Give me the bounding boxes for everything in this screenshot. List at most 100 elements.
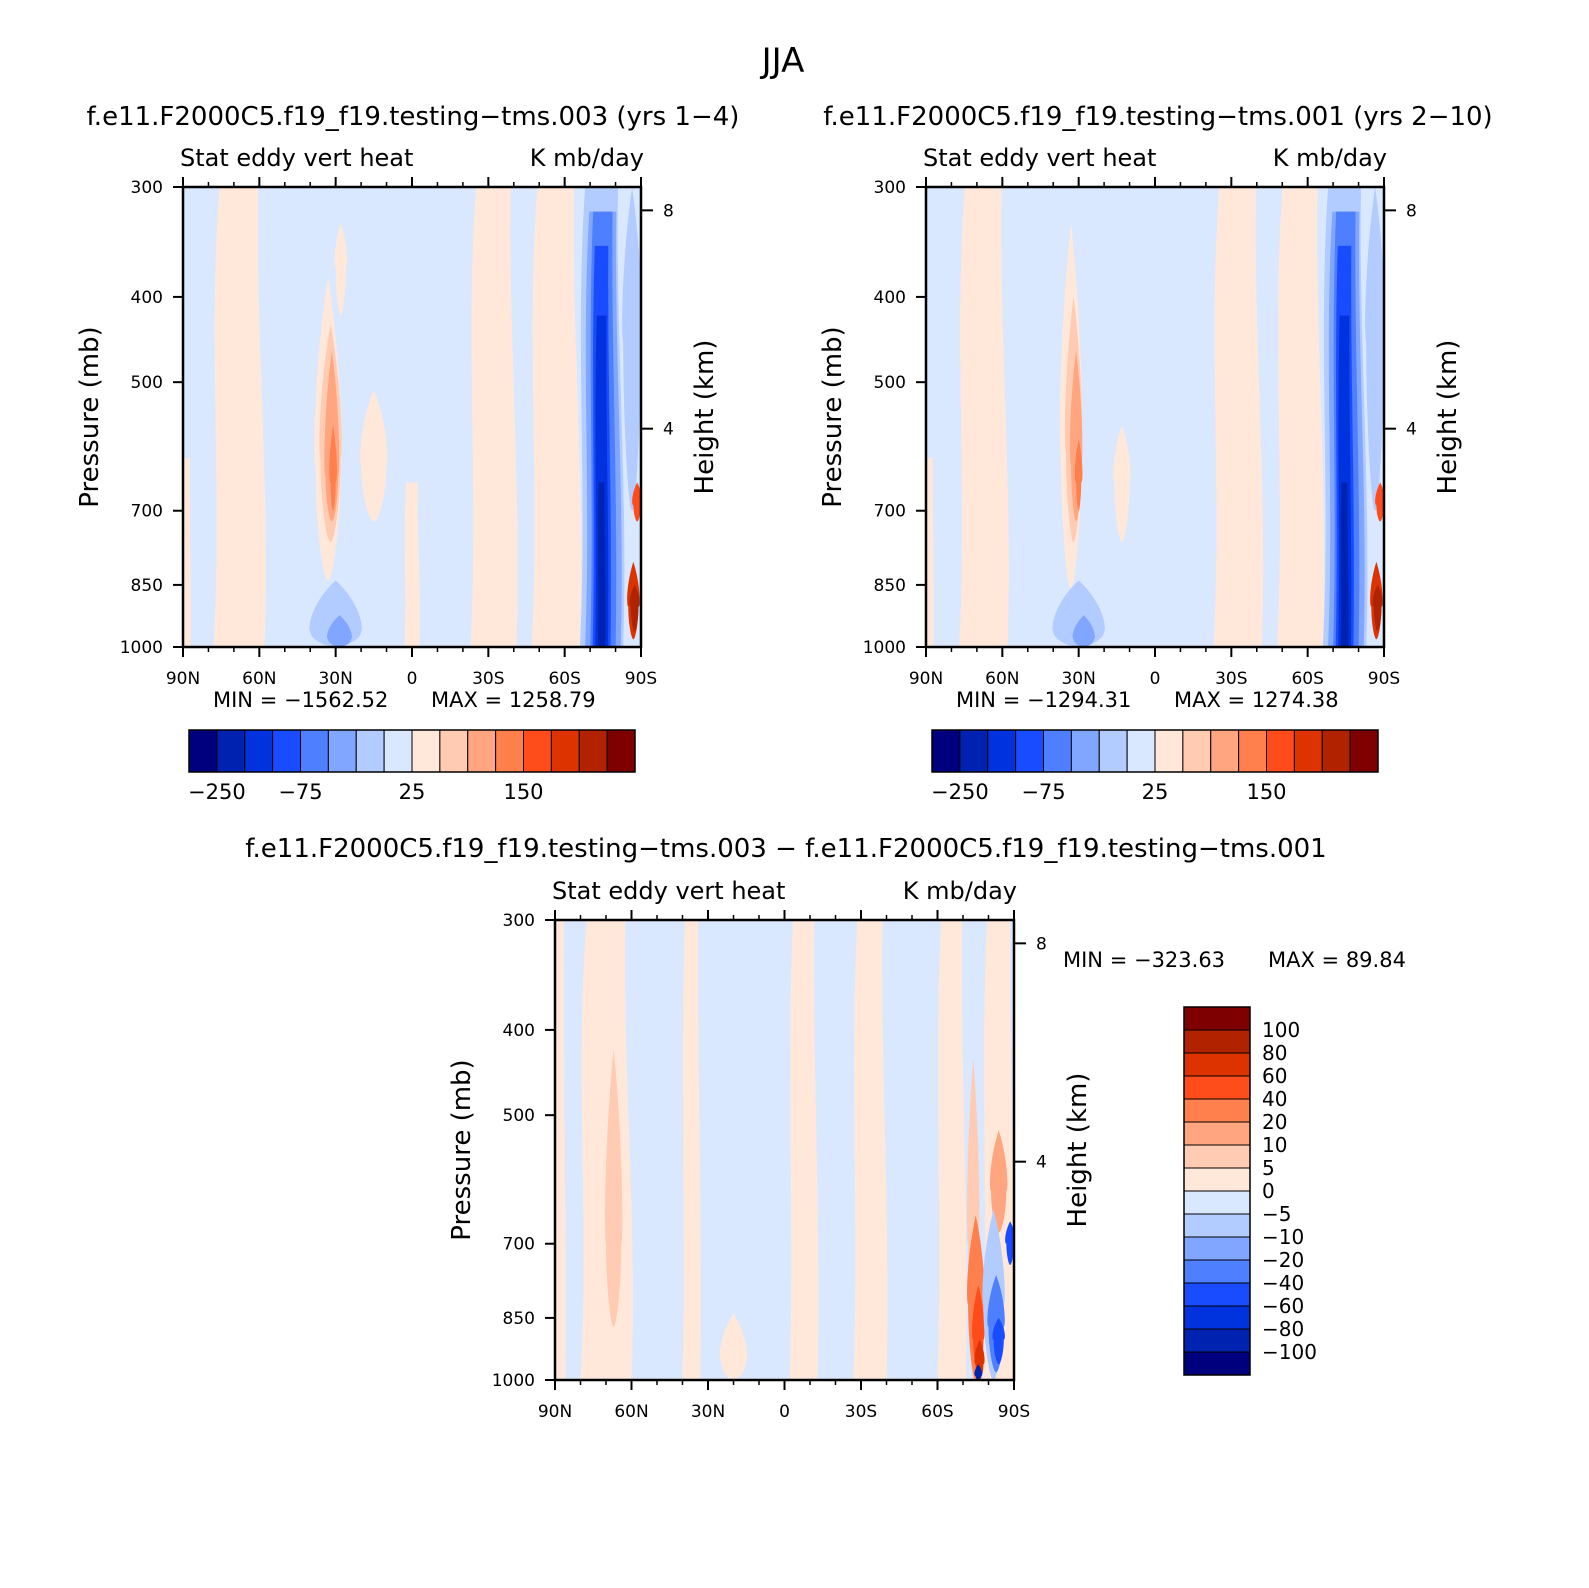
y-tick-label: 850	[874, 576, 906, 596]
colorbar-box	[1183, 1305, 1251, 1330]
contour-band	[853, 920, 888, 1380]
panel-title: f.e11.F2000C5.f19_f19.testing−tms.003 (y…	[87, 102, 740, 132]
x-tick-label: 30N	[691, 1402, 725, 1422]
colorbar-box	[467, 729, 497, 773]
y2-axis-label: Height (km)	[1063, 1073, 1093, 1228]
colorbar-box	[1183, 1351, 1251, 1376]
colorbar-box	[1098, 729, 1128, 773]
x-tick-label: 30S	[472, 669, 504, 689]
contour-blob	[989, 1130, 1008, 1233]
colorbar-label: −100	[1262, 1340, 1317, 1364]
colorbar-box	[300, 729, 329, 773]
y2-tick-label: 8	[1406, 201, 1417, 221]
x-tick-label: 60N	[985, 669, 1019, 689]
x-tick-label: 60N	[242, 669, 276, 689]
colorbar-label: −40	[1262, 1271, 1304, 1295]
colorbar-box	[383, 729, 413, 773]
colorbar-box	[1154, 729, 1184, 773]
colorbar-label: 5	[1262, 1156, 1275, 1180]
contour-blob	[329, 425, 337, 511]
colorbar-box	[578, 729, 608, 773]
colorbar-box	[188, 729, 218, 773]
colorbar-box	[1183, 1052, 1251, 1077]
x-tick-label: 30N	[1061, 669, 1095, 689]
contour-blob	[629, 584, 640, 632]
colorbar-label: −60	[1262, 1294, 1304, 1318]
colorbar-box	[1183, 1006, 1251, 1031]
contour-blob	[1074, 438, 1083, 511]
contour-blob	[719, 1313, 748, 1380]
contour-fields	[926, 187, 1384, 647]
colorbar-label: 80	[1262, 1041, 1287, 1065]
contour-band	[555, 920, 566, 1380]
colorbar-frame	[931, 729, 1379, 773]
colorbar-label: −250	[188, 780, 246, 804]
panel-subtitle-right: K mb/day	[903, 877, 1017, 905]
x-tick-label: 30N	[318, 669, 352, 689]
contour-blob	[334, 223, 347, 316]
x-tick-label: 0	[779, 1402, 790, 1422]
y-axis-label: Pressure (mb)	[447, 1059, 477, 1240]
y-tick-label: 400	[131, 288, 163, 308]
colorbar-box	[1183, 1282, 1251, 1307]
panel-top-right: 90N 60N 30N 0 30S 60S 90S 300 400 500 700 850 1000 8 4…	[818, 102, 1493, 804]
y-axis-label: Pressure (mb)	[75, 326, 105, 507]
colorbar-label: 150	[503, 780, 543, 804]
colorbar-label: 20	[1262, 1110, 1287, 1134]
contour-band	[470, 187, 518, 647]
colorbar-box	[550, 729, 580, 773]
colorbar-label: 40	[1262, 1087, 1287, 1111]
x-tick-label: 90S	[998, 1402, 1030, 1422]
colorbar-box	[495, 729, 524, 773]
contour-blob	[1113, 425, 1131, 543]
colorbar-box	[1182, 729, 1212, 773]
colorbar-frame	[1183, 1006, 1251, 1376]
y-tick-label: 700	[503, 1235, 535, 1255]
colorbar-label: 150	[1246, 780, 1286, 804]
x-tick-label: 90S	[625, 669, 657, 689]
colorbar-label: −5	[1262, 1202, 1291, 1226]
colorbar-box	[959, 729, 989, 773]
contour-blob	[1372, 584, 1383, 632]
colorbar-box	[1293, 729, 1323, 773]
colorbar-label: −10	[1262, 1225, 1304, 1249]
colorbar-box	[987, 729, 1017, 773]
contour-band	[682, 920, 701, 1380]
contour-band	[1340, 482, 1349, 647]
contour-band	[1213, 187, 1264, 647]
x-tick-label: 90N	[538, 1402, 572, 1422]
min-label: MIN = −1294.31	[956, 688, 1131, 712]
y2-tick-label: 4	[1406, 420, 1417, 440]
colorbar-box	[606, 729, 636, 773]
panel-top-left: 90N 60N 30N 0 30S 60S 90S 300 400 500 700 850 1000 8 4…	[75, 102, 739, 804]
max-label: MAX = 89.84	[1268, 948, 1406, 972]
colorbar-box	[216, 729, 246, 773]
contour-blob	[1005, 1221, 1014, 1265]
colorbar-frame	[188, 729, 636, 773]
colorbar-box	[1183, 1029, 1251, 1054]
contour-blob	[360, 389, 388, 522]
y2-tick-label: 4	[663, 420, 674, 440]
colorbar-box	[523, 729, 552, 773]
x-tick-label: 90N	[909, 669, 943, 689]
colorbar-box	[1183, 1259, 1251, 1284]
y2-axis-label: Height (km)	[1433, 340, 1463, 495]
contour-band	[789, 920, 819, 1380]
contour-blob	[1375, 482, 1384, 522]
y-tick-label: 850	[503, 1309, 535, 1329]
colorbar-label: −75	[1021, 780, 1065, 804]
contour-blob	[992, 1317, 1005, 1365]
colorbar-box	[1070, 729, 1100, 773]
y-tick-label: 300	[874, 178, 906, 198]
x-tick-label: 0	[1150, 669, 1161, 689]
contour-blob	[327, 615, 352, 647]
x-tick-label: 0	[407, 669, 418, 689]
contour-blob	[604, 1048, 623, 1327]
y-tick-label: 300	[131, 178, 163, 198]
contour-band	[531, 187, 582, 647]
panel-subtitle-left: Stat eddy vert heat	[923, 144, 1156, 172]
colorbar-box	[1183, 1236, 1251, 1261]
colorbar-label: 10	[1262, 1133, 1287, 1157]
y-tick-label: 400	[503, 1021, 535, 1041]
